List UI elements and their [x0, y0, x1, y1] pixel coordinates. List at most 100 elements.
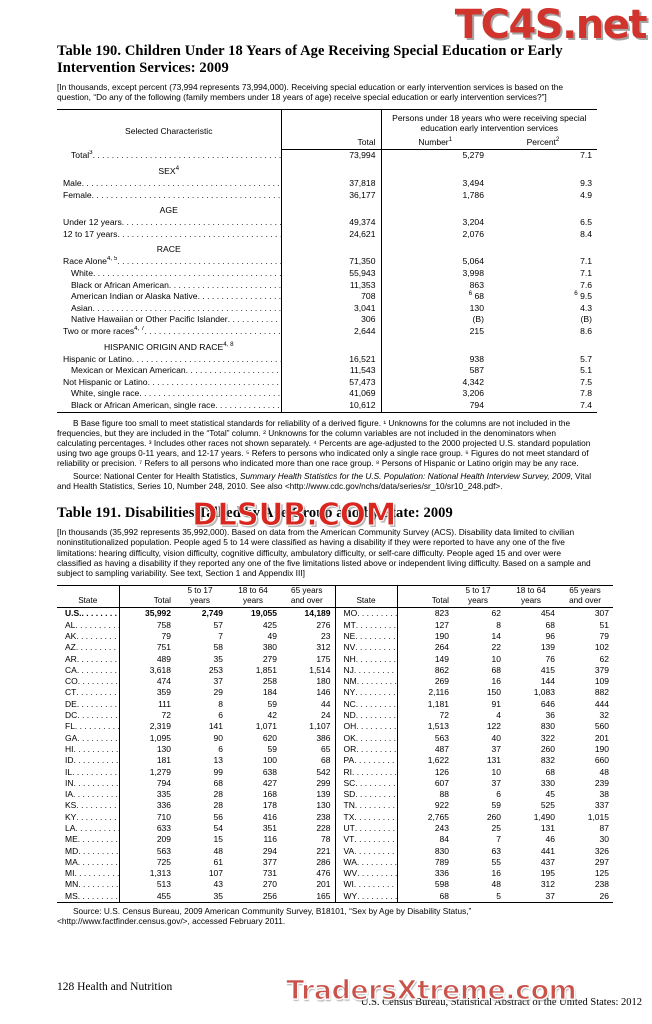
- row-label: ME . . . . . . . . . .: [65, 834, 118, 844]
- table-cell-total: 72: [161, 710, 171, 721]
- table-cell-total: 2,319: [149, 721, 171, 732]
- table-cell: 16,521: [281, 353, 382, 366]
- state-label: SD . . . . . . . . . .: [335, 789, 398, 801]
- table-cell-a65: 239: [594, 777, 609, 788]
- state-label: NM . . . . . . . . . .: [335, 676, 398, 688]
- table-cell-a5_17: 8: [496, 619, 501, 630]
- table-cell-a18_64: 437: [540, 856, 555, 867]
- table-row-label: Female . . . . . . . . . . . . . . . . .…: [57, 189, 282, 202]
- col-header-7: 5 to 17 years: [465, 586, 491, 605]
- empty-cell: [381, 240, 489, 256]
- state-label: TX . . . . . . . . . .: [335, 811, 398, 823]
- leader-dots: . . . . . . . . . .: [355, 777, 397, 788]
- table-cell: 10,612: [281, 399, 382, 413]
- row-label: MA . . . . . . . . . .: [65, 856, 119, 867]
- table-cell-total: 84: [439, 834, 449, 845]
- table-cell: 57,473: [281, 376, 382, 389]
- table-191-headnote: [In thousands (35,992 represents 35,992,…: [57, 527, 591, 578]
- table-cell-total: 35,992: [145, 608, 171, 619]
- state-label: NH . . . . . . . . . .: [335, 653, 398, 665]
- row-label: KY . . . . . . . . . .: [65, 812, 118, 822]
- table-cell-a5_17: 62: [491, 608, 501, 619]
- table-cell-total: 489: [156, 653, 171, 664]
- row-label: TN . . . . . . . . . .: [344, 800, 397, 810]
- table-cell-a18_64: 525: [540, 800, 555, 811]
- row-label: NE . . . . . . . . . .: [344, 631, 397, 641]
- table-cell-a5_17: 55: [491, 856, 501, 867]
- empty-cell: [281, 201, 382, 218]
- table-cell: (B): [472, 314, 484, 325]
- row-label: White, single race . . . . . . . . . . .…: [71, 388, 281, 399]
- table-cell-a65: 180: [281, 676, 336, 688]
- leader-dots: . . . . . . . . . . . . . . . . . . . . …: [139, 388, 281, 399]
- leader-dots: . . . . . . . . . .: [356, 721, 397, 732]
- leader-dots: . . . . . . . . . . . . . . . . . . . . …: [81, 178, 280, 188]
- table-cell-a65: 26: [559, 890, 613, 904]
- table-cell-a65: 238: [594, 879, 609, 890]
- table-cell-total: 513: [156, 879, 171, 890]
- state-label: MO . . . . . . . . . .: [335, 607, 398, 620]
- row-label: AZ . . . . . . . . . .: [65, 642, 119, 653]
- table-cell-a65: 51: [599, 619, 609, 630]
- col-header-number: Number1: [381, 134, 489, 151]
- table-cell-a5_17: 54: [213, 823, 223, 833]
- table-row: MS . . . . . . . . . . 455 35 256 165 WY . . …: [57, 890, 613, 904]
- table-cell: 7.1: [580, 267, 593, 278]
- table-cell-a18_64: 427: [262, 777, 277, 788]
- col-header-percent: Percent2: [489, 134, 598, 151]
- table-cell-a18_64: 415: [540, 664, 555, 675]
- empty-cell: [489, 162, 597, 178]
- table-cell: 215: [469, 325, 484, 336]
- row-label: LA . . . . . . . . . .: [65, 823, 119, 833]
- table-cell-total: 130: [156, 743, 171, 754]
- table-cell-a5_17: 260: [486, 811, 501, 822]
- table-cell-a65: 660: [594, 755, 609, 766]
- table-cell-total: 487: [434, 743, 449, 754]
- state-label: OR . . . . . . . . . .: [335, 743, 398, 756]
- table-row-label: Race Alone4, 5 . . . . . . . . . . . . .…: [57, 256, 282, 268]
- table-cell-a18_64: 1,083: [533, 687, 555, 698]
- col-header-6: Total: [431, 595, 449, 605]
- leader-dots: . . . . . . . . . .: [354, 845, 397, 856]
- table-cell-a18_64: 441: [540, 845, 555, 856]
- table-cell-total: 563: [434, 732, 449, 743]
- col-header-8: 18 to 64 years: [516, 586, 546, 605]
- state-label: LA . . . . . . . . . .: [57, 823, 120, 835]
- table-cell-a65: 297: [594, 856, 609, 867]
- leader-dots: . . . . . . . . . . . . . . . . . . . . …: [92, 150, 281, 161]
- table-cell-a65: 1,107: [281, 721, 336, 733]
- row-label: NV . . . . . . . . . .: [344, 642, 397, 652]
- publication-footer: U.S. Census Bureau, Statistical Abstract…: [360, 997, 642, 1008]
- state-label: ME . . . . . . . . . .: [57, 834, 120, 846]
- leader-dots: . . . . . . . . . . . . . . . . . . . . …: [197, 291, 281, 302]
- state-label: ID . . . . . . . . . .: [57, 755, 120, 767]
- leader-dots: . . . . . . . . . . . . . . . . . . . . …: [117, 256, 280, 267]
- state-label: SC . . . . . . . . . .: [335, 777, 398, 790]
- table-cell-total: 126: [434, 766, 449, 777]
- table-cell: 7.1: [580, 150, 593, 161]
- table-cell: 71,350: [281, 256, 382, 268]
- table-cell: 708: [281, 291, 382, 303]
- table-cell-total: 455: [119, 890, 175, 904]
- row-label: Under 12 years . . . . . . . . . . . . .…: [63, 217, 280, 227]
- table-cell-a5_17: 90: [213, 732, 223, 743]
- table-cell-a18_64: 1,490: [533, 811, 555, 822]
- leader-dots: . . . . . . . . . .: [354, 755, 397, 766]
- table-cell-total: 111: [158, 698, 171, 709]
- row-label: Black or African American, single race .…: [71, 400, 280, 410]
- row-label: AL . . . . . . . . . .: [65, 619, 119, 630]
- table-cell-a5_17: 48: [213, 845, 223, 856]
- row-label: Hispanic or Latino . . . . . . . . . . .…: [63, 354, 280, 364]
- table-cell-total: 922: [434, 800, 449, 811]
- table-cell-a65: 238: [281, 811, 336, 823]
- leader-dots: . . . . . . . . . .: [77, 856, 119, 867]
- state-label: WV . . . . . . . . . .: [335, 868, 398, 880]
- table-row: GA . . . . . . . . . . 1,095 90 620 386 OK . …: [57, 732, 613, 744]
- table-cell-a65: 62: [599, 653, 609, 664]
- table-row-label: Two or more races4, 7 . . . . . . . . . …: [57, 325, 282, 338]
- table-row-label: Black or African American . . . . . . . …: [57, 279, 282, 292]
- leader-dots: . . . . . . . . . .: [73, 777, 119, 788]
- state-label: NJ . . . . . . . . . .: [335, 664, 398, 677]
- table-cell-a5_17: 5: [453, 890, 505, 904]
- leader-dots: . . . . . . . . . .: [356, 676, 397, 687]
